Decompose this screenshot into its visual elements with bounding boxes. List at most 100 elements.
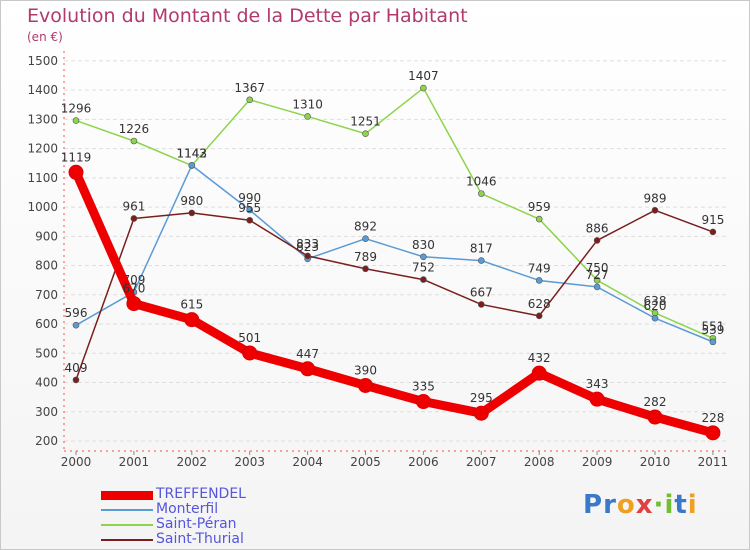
chart-subtitle: (en €) <box>27 30 63 44</box>
data-point <box>709 338 717 346</box>
x-tick-label: 2004 <box>292 455 323 469</box>
x-tick-label: 2009 <box>582 455 613 469</box>
legend-item: Saint-Péran <box>101 516 321 532</box>
data-point <box>72 117 80 124</box>
data-point <box>130 137 138 145</box>
data-point <box>72 376 80 384</box>
logo-letter: · <box>653 490 665 520</box>
y-tick-label: 400 <box>35 376 58 390</box>
data-label: 955 <box>238 201 261 215</box>
x-tick-label: 2011 <box>698 455 729 469</box>
data-label: 1367 <box>234 81 265 95</box>
data-label: 620 <box>644 299 667 313</box>
data-point <box>362 235 369 242</box>
y-tick-label: 900 <box>35 229 58 243</box>
y-tick-label: 1000 <box>27 200 58 214</box>
y-tick-label: 200 <box>35 434 58 448</box>
logo-letter: r <box>603 490 617 520</box>
logo-letter: i <box>664 490 675 520</box>
data-point <box>531 365 547 381</box>
data-point <box>420 276 427 283</box>
data-point <box>473 405 489 421</box>
data-label: 432 <box>528 351 551 365</box>
data-point <box>246 206 253 214</box>
data-label: 1119 <box>61 150 92 164</box>
data-point <box>593 283 601 291</box>
series-line-treffendel <box>71 167 718 438</box>
data-label: 830 <box>412 238 435 252</box>
x-tick-label: 2010 <box>640 455 671 469</box>
data-label: 817 <box>470 242 493 256</box>
data-point <box>362 265 369 273</box>
y-tick-label: 1200 <box>27 142 58 156</box>
data-point <box>705 425 721 441</box>
legend-item: Saint-Thurial <box>101 531 321 547</box>
data-label: 750 <box>586 261 609 275</box>
data-point <box>126 296 142 312</box>
data-label: 667 <box>470 285 493 299</box>
data-label: 1046 <box>466 175 497 189</box>
logo-letter: x <box>635 490 654 520</box>
data-label: 892 <box>354 220 377 234</box>
data-label: 228 <box>701 411 724 425</box>
data-point <box>651 314 659 322</box>
data-point <box>358 377 373 393</box>
data-label: 628 <box>528 297 551 311</box>
data-point <box>589 391 605 407</box>
series-line-saint-thurial <box>75 209 714 381</box>
y-tick-label: 1400 <box>27 83 58 97</box>
data-point <box>188 209 196 217</box>
logo-letter: t <box>674 490 688 520</box>
data-label: 539 <box>701 323 724 337</box>
data-label: 727 <box>586 268 609 282</box>
data-label: 833 <box>296 237 319 251</box>
data-point <box>72 321 80 329</box>
data-point <box>420 253 427 261</box>
x-tick-label: 2003 <box>234 455 265 469</box>
legend-swatch <box>101 539 153 541</box>
logo-letter: P <box>583 490 604 520</box>
data-label: 789 <box>354 250 377 264</box>
y-tick-label: 1500 <box>27 54 58 68</box>
data-point <box>304 113 311 120</box>
data-point <box>535 215 543 223</box>
y-tick-label: 700 <box>35 288 58 302</box>
data-label: 615 <box>180 298 203 312</box>
data-point <box>68 164 84 180</box>
data-point <box>362 130 369 137</box>
legend: TREFFENDEL Monterfil Saint-Péran Saint-Thur… <box>101 486 321 547</box>
data-label: 961 <box>122 199 145 213</box>
logo-letter: i <box>687 490 698 520</box>
data-label: 409 <box>65 361 88 375</box>
legend-item: Monterfil <box>101 501 321 517</box>
legend-item: TREFFENDEL <box>101 486 321 502</box>
data-label: 638 <box>644 294 667 308</box>
series-line-monterfil <box>75 164 714 343</box>
series-line-saint-p-ran <box>75 87 714 340</box>
x-tick-label: 2001 <box>119 455 150 469</box>
data-label: 1143 <box>177 146 208 160</box>
data-point <box>477 190 485 197</box>
legend-label: Saint-Thurial <box>156 531 244 547</box>
proxiti-logo: Prox·iti <box>583 490 698 520</box>
data-label: 501 <box>238 331 261 345</box>
data-point <box>420 84 427 92</box>
data-label: 989 <box>644 191 667 205</box>
data-label: 915 <box>701 213 724 227</box>
legend-label: TREFFENDEL <box>156 486 246 502</box>
data-point <box>709 228 717 236</box>
data-label: 980 <box>180 194 203 208</box>
data-label: 596 <box>65 306 88 320</box>
y-tick-label: 500 <box>35 346 58 360</box>
data-label: 282 <box>644 395 667 409</box>
legend-swatch <box>101 524 153 526</box>
data-label: 886 <box>586 221 609 235</box>
x-tick-label: 2006 <box>408 455 439 469</box>
legend-swatch <box>101 509 153 511</box>
data-point <box>304 252 311 260</box>
data-label: 447 <box>296 347 319 361</box>
data-point <box>246 96 253 104</box>
data-label: 1226 <box>119 122 150 136</box>
